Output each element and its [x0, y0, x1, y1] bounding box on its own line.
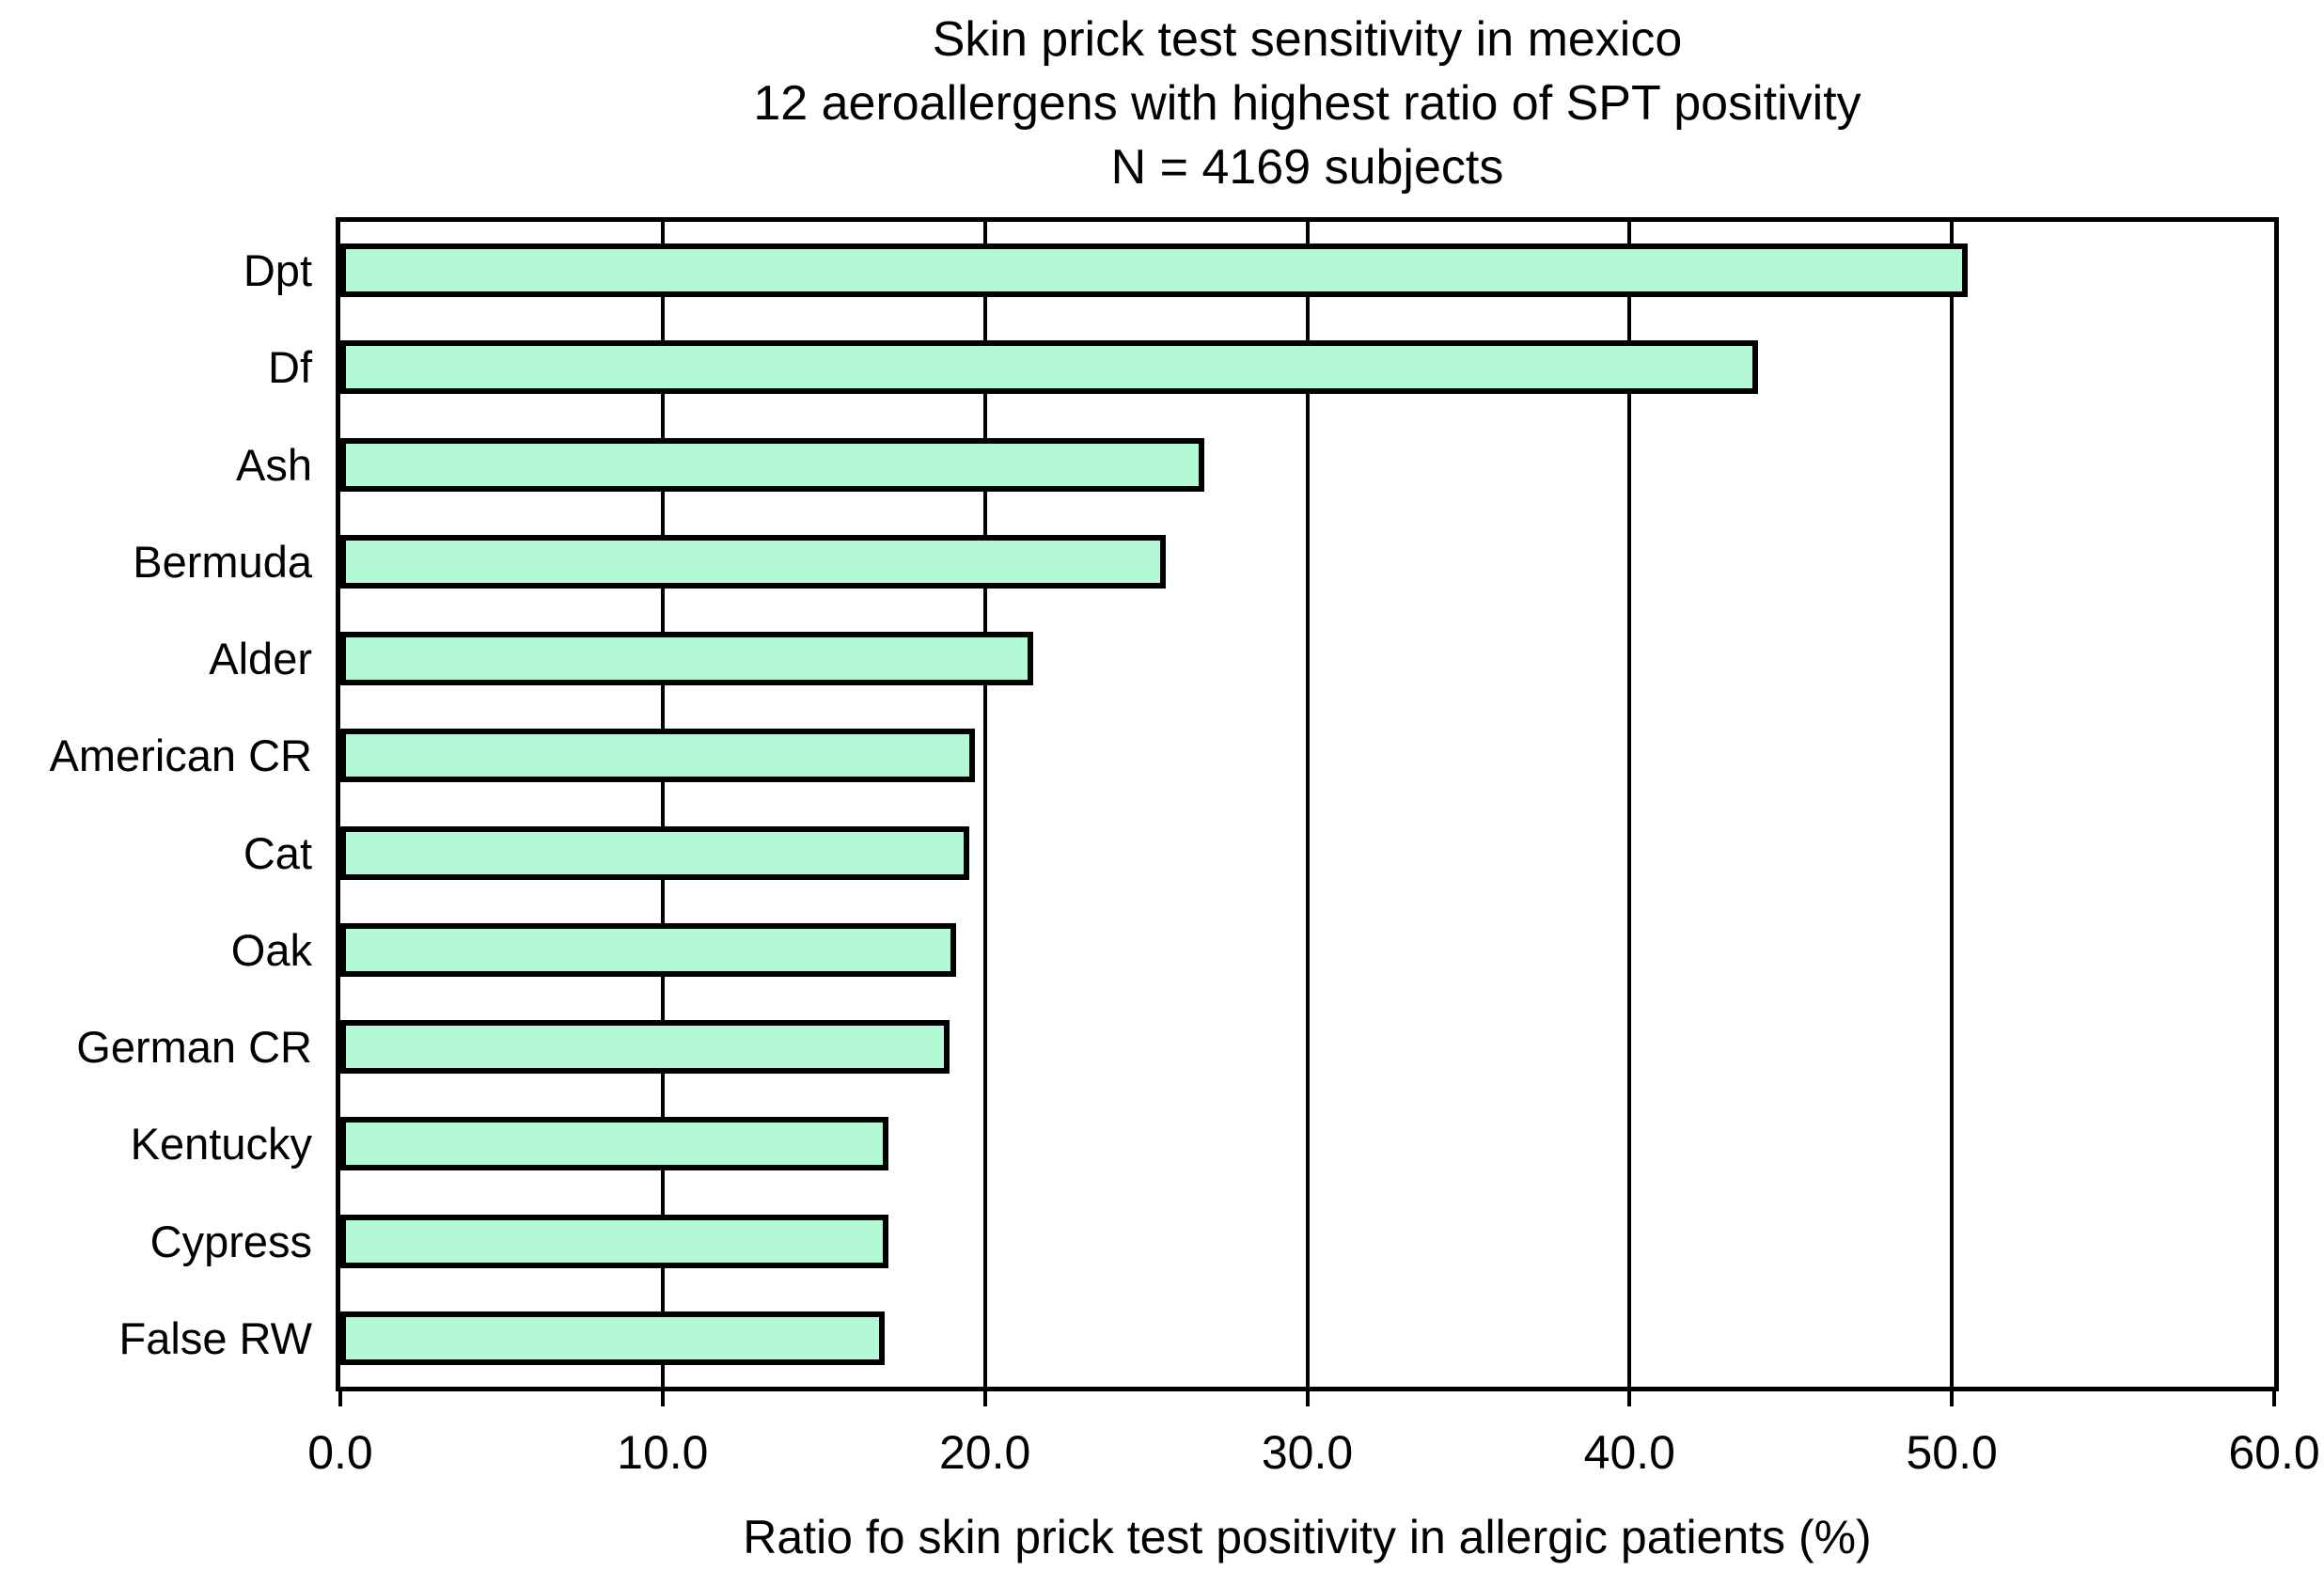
category-label-cypress: Cypress	[149, 1216, 312, 1266]
bar-german-cr	[340, 1020, 950, 1074]
bar-cat	[340, 825, 969, 880]
x-tick-label-30: 30.0	[1261, 1426, 1354, 1479]
category-label-dpt: Dpt	[243, 245, 312, 295]
x-tick-mark-0	[338, 1391, 342, 1406]
x-tick-mark-20	[982, 1391, 987, 1406]
gridline-x-10	[660, 222, 665, 1387]
bar-bermuda	[340, 534, 1166, 589]
category-label-ash: Ash	[236, 439, 312, 490]
x-tick-label-20: 20.0	[938, 1426, 1031, 1479]
x-tick-mark-10	[660, 1391, 665, 1406]
gridline-x-30	[1305, 222, 1310, 1387]
category-label-alder: Alder	[209, 634, 312, 683]
bar-kentucky	[340, 1117, 888, 1171]
chart-title-line-2: 12 aeroallergens with highest ratio of S…	[753, 76, 1861, 131]
chart-title-line-1: Skin prick test sensitivity in mexico	[932, 12, 1683, 67]
x-tick-label-50: 50.0	[1906, 1426, 1998, 1479]
category-label-kentucky: Kentucky	[130, 1119, 312, 1170]
x-tick-mark-30	[1305, 1391, 1310, 1406]
x-tick-label-0: 0.0	[307, 1426, 373, 1479]
x-tick-label-10: 10.0	[617, 1426, 709, 1479]
chart-title-line-3: N = 4169 subjects	[1110, 140, 1504, 195]
x-axis-title: Ratio fo skin prick test positivity in a…	[743, 1511, 1872, 1563]
category-label-false-rw: False RW	[118, 1312, 312, 1363]
x-tick-mark-40	[1627, 1391, 1632, 1406]
gridline-x-50	[1950, 222, 1955, 1387]
x-tick-label-60: 60.0	[2228, 1426, 2320, 1479]
gridline-x-40	[1627, 222, 1632, 1387]
category-label-df: Df	[268, 342, 312, 393]
bar-dpt	[340, 243, 1969, 297]
category-label-bermuda: Bermuda	[133, 536, 312, 587]
x-tick-mark-50	[1950, 1391, 1955, 1406]
x-tick-mark-60	[2272, 1391, 2276, 1406]
gridline-x-20	[982, 222, 987, 1387]
bar-ash	[340, 437, 1204, 492]
x-tick-label-40: 40.0	[1583, 1426, 1675, 1479]
chart-title: Skin prick test sensitivity in mexico 12…	[340, 8, 2274, 199]
category-label-american-cr: American CR	[49, 730, 312, 781]
bar-cypress	[340, 1214, 888, 1268]
plot-area	[336, 217, 2279, 1391]
bar-oak	[340, 922, 956, 977]
bar-american-cr	[340, 729, 976, 783]
bar-alder	[340, 632, 1034, 685]
category-label-german-cr: German CR	[76, 1022, 312, 1072]
bar-df	[340, 340, 1759, 395]
category-label-oak: Oak	[230, 924, 312, 975]
bar-false-rw	[340, 1311, 886, 1365]
y-axis-labels: Dpt Df Ash Bermuda Alder American CR Cat Oak Ger…	[0, 222, 323, 1387]
category-label-cat: Cat	[243, 827, 312, 878]
